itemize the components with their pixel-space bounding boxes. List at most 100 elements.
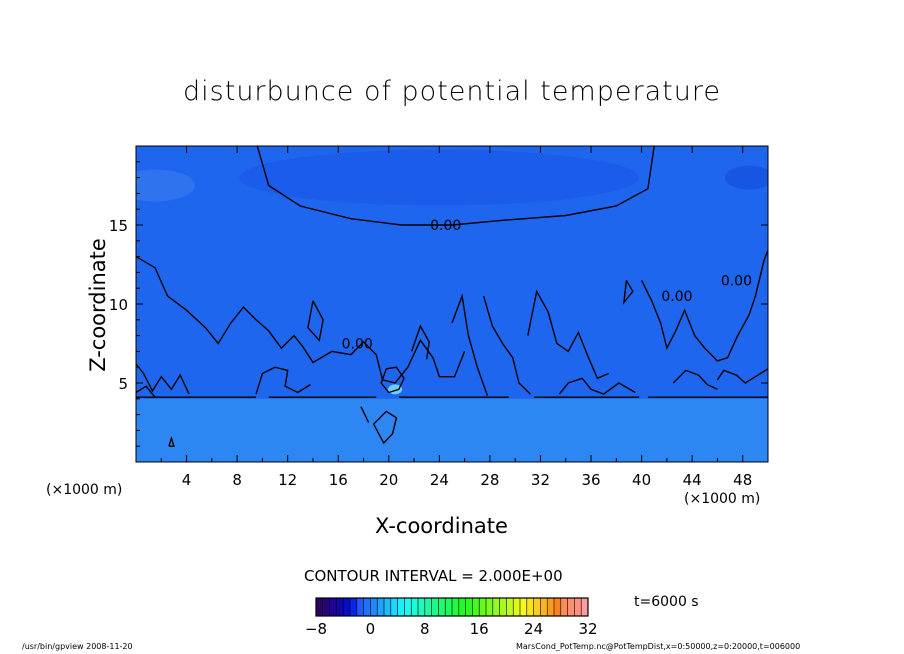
colorbar-cell xyxy=(370,598,378,616)
colorbar-cell xyxy=(567,598,575,616)
contour-line-5 xyxy=(451,293,489,396)
colorbar-cell xyxy=(472,598,480,616)
colorbar-cell xyxy=(560,598,569,616)
contour-line-12 xyxy=(380,366,405,394)
colorbar-cell xyxy=(356,598,365,616)
colorbar-tick-label: 16 xyxy=(470,620,489,638)
x-tick-label: 44 xyxy=(683,471,702,489)
contour-line-8 xyxy=(640,250,768,362)
contour-line-18 xyxy=(136,385,156,398)
colorbar-tick-label: 24 xyxy=(524,620,543,638)
field-upper-lobe xyxy=(239,149,640,206)
contour-line-7 xyxy=(527,289,609,380)
colorbar-tick-label: 8 xyxy=(420,620,430,638)
contour-line-6 xyxy=(482,295,531,395)
colorbar-cell xyxy=(343,598,351,616)
contour-label-4: 0.00 xyxy=(721,273,752,289)
colorbar-cell xyxy=(465,598,473,616)
field-lower-band xyxy=(136,398,768,462)
x-tick-label: 12 xyxy=(278,471,297,489)
footer-file-label: MarsCond_PotTemp.nc@PotTempDist,x=0:5000… xyxy=(516,642,801,651)
colorbar-cell xyxy=(547,598,555,616)
colorbar-cell xyxy=(384,598,392,616)
contour-line-3 xyxy=(136,363,190,395)
x-tick-label: 20 xyxy=(379,471,398,489)
contour-line-13 xyxy=(372,410,398,445)
colorbar-cell xyxy=(431,598,439,616)
field-left-patch xyxy=(136,169,195,202)
contour-line-19 xyxy=(168,435,175,447)
x-tick-label: 48 xyxy=(733,471,752,489)
x-tick-label: 36 xyxy=(581,471,600,489)
colorbar-cell xyxy=(418,598,426,616)
footer-program-label: /usr/bin/gpview 2008-11-20 xyxy=(22,642,133,651)
colorbar-tick-label: −8 xyxy=(305,620,327,638)
colorbar-cell xyxy=(424,598,433,616)
colorbar-cell xyxy=(492,598,501,616)
x-tick-label: 24 xyxy=(430,471,449,489)
colorbar-cell xyxy=(554,598,562,616)
x-axis-label: X-coordinate xyxy=(375,514,508,538)
contour-line-10 xyxy=(558,377,636,395)
colorbar-tick-label: 0 xyxy=(366,620,376,638)
contour-line-9 xyxy=(622,279,634,305)
colorbar-cell xyxy=(397,598,405,616)
colorbar-cell xyxy=(404,598,412,616)
colorbar-cell xyxy=(540,598,548,616)
x-axis-unit-right: (×1000 m) xyxy=(684,491,761,507)
contour-line-11 xyxy=(307,300,324,342)
colorbar-cell xyxy=(506,598,514,616)
colorbar-cell xyxy=(390,598,399,616)
x-tick-label: 32 xyxy=(531,471,550,489)
colorbar: −8 0 8 16 24 32 xyxy=(305,597,598,638)
x-tick-label: 8 xyxy=(232,471,242,489)
colorbar-tick-label: 32 xyxy=(578,620,597,638)
colorbar-cell xyxy=(499,598,507,616)
contour-line-14 xyxy=(716,368,768,384)
colorbar-cell xyxy=(377,598,385,616)
x-axis-unit-left: (×1000 m) xyxy=(46,482,123,498)
y-tick-label: 5 xyxy=(118,375,128,393)
colorbar-cell xyxy=(520,598,528,616)
contour-lines: 0.00 0.00 0.00 0.00 xyxy=(136,146,768,447)
x-tick-label: 4 xyxy=(182,471,192,489)
contour-label-1: 0.00 xyxy=(430,218,461,234)
colorbar-cell xyxy=(350,598,358,616)
y-tick-label: 15 xyxy=(109,217,128,235)
colorbar-cell xyxy=(533,598,541,616)
colorbar-cell xyxy=(411,598,419,616)
contour-line-4 xyxy=(255,366,311,395)
colorbar-cell xyxy=(329,598,337,616)
colorbar-cell xyxy=(363,598,371,616)
colorbar-cell xyxy=(479,598,487,616)
colorbar-cell xyxy=(452,598,460,616)
colorbar-cell xyxy=(316,598,324,616)
time-label: t=6000 s xyxy=(634,594,699,610)
color-field xyxy=(136,146,768,462)
colorbar-cell xyxy=(322,598,331,616)
contour-line-16 xyxy=(410,324,430,360)
contour-label-3: 0.00 xyxy=(661,289,692,305)
x-tick-label: 40 xyxy=(632,471,651,489)
colorbar-cell xyxy=(486,598,494,616)
y-tick-label: 10 xyxy=(109,296,128,314)
x-tick-label: 16 xyxy=(329,471,348,489)
contour-line-2 xyxy=(136,255,466,384)
field-right-patch xyxy=(725,165,768,190)
colorbar-cell xyxy=(438,598,446,616)
colorbar-cell xyxy=(526,598,535,616)
x-tick-label: 28 xyxy=(480,471,499,489)
contour-label-2: 0.00 xyxy=(342,337,373,353)
contour-line-15 xyxy=(672,369,718,390)
contour-line-17 xyxy=(360,406,370,423)
chart-title: disturbunce of potential temperature xyxy=(183,76,721,107)
colorbar-cell xyxy=(458,598,467,616)
colorbar-frame xyxy=(315,597,589,617)
colorbar-cell xyxy=(513,598,521,616)
colorbar-cell xyxy=(336,598,344,616)
colorbar-cell xyxy=(574,598,582,616)
colorbar-cell xyxy=(445,598,453,616)
contour-interval-label: CONTOUR INTERVAL = 2.000E+00 xyxy=(304,567,563,585)
